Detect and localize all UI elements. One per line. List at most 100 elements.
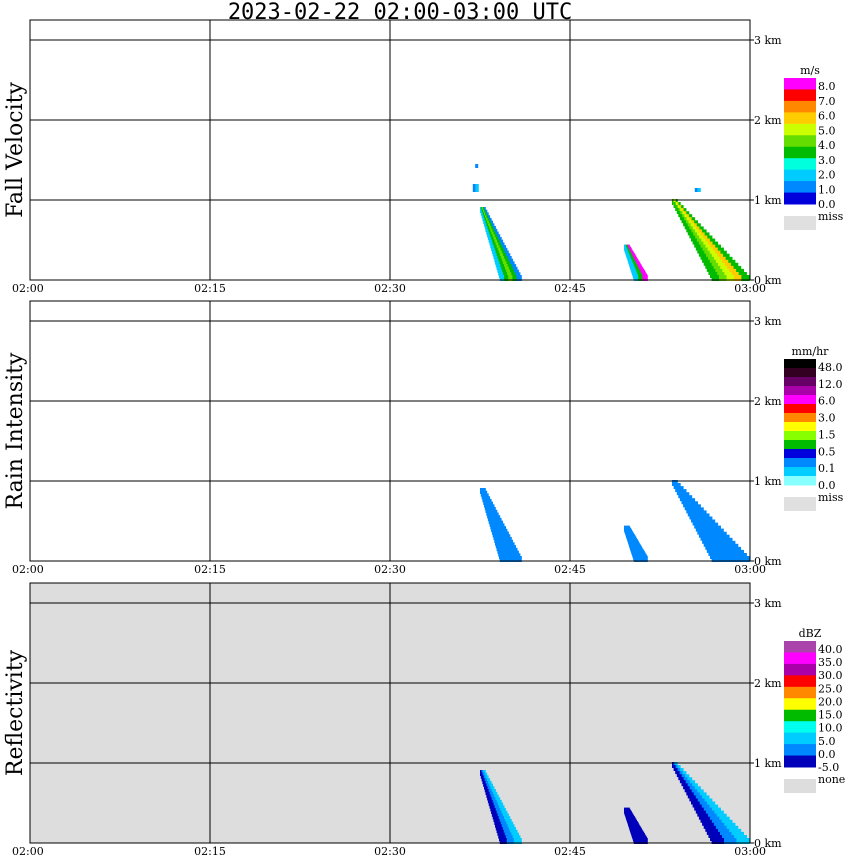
missing-label: miss bbox=[818, 491, 844, 504]
x-tick-label: 02:15 bbox=[194, 563, 226, 576]
echo-cell bbox=[633, 556, 648, 562]
colorbar-swatch bbox=[784, 404, 816, 414]
colorbar-swatch bbox=[784, 181, 816, 194]
panel-1: Rain Intensity 3 km 2 km 1 km 0 km 02:00 02:15… bbox=[3, 300, 844, 576]
colorbar-swatch bbox=[784, 431, 816, 441]
echo-cell bbox=[729, 268, 738, 275]
echo-cell bbox=[672, 762, 675, 768]
echo-cell bbox=[673, 765, 677, 771]
colorbar-tick-label: 6.0 bbox=[818, 395, 836, 408]
echo-shaft-1 bbox=[480, 488, 522, 562]
echo-cell bbox=[726, 825, 739, 832]
echo-cell bbox=[679, 771, 684, 778]
echo-cell bbox=[701, 238, 707, 245]
echo-cell bbox=[733, 275, 743, 281]
echo-cell-1a bbox=[475, 164, 479, 168]
echo-cell bbox=[722, 268, 731, 275]
echo-cell bbox=[714, 810, 724, 817]
y-axis-label: Rain Intensity bbox=[3, 352, 28, 509]
echo-cell bbox=[689, 786, 696, 793]
x-tick-label: 03:00 bbox=[734, 845, 766, 858]
echo-cell bbox=[499, 838, 508, 844]
echo-cell bbox=[678, 211, 682, 218]
missing-label: miss bbox=[818, 210, 844, 223]
colorbar-tick-label: 0.0 bbox=[818, 198, 836, 211]
echo-cell bbox=[736, 268, 744, 275]
echo-cell bbox=[677, 765, 681, 771]
colorbar-tick-label: 1.0 bbox=[818, 183, 836, 196]
echo-cell bbox=[720, 831, 733, 838]
colorbar-swatch bbox=[784, 458, 816, 468]
echo-cell bbox=[684, 786, 691, 793]
echo-cell-3 bbox=[694, 188, 701, 192]
missing-swatch bbox=[784, 497, 816, 511]
x-tick-label: 02:00 bbox=[12, 282, 44, 295]
colorbar-swatch bbox=[784, 709, 816, 722]
echo-cell bbox=[705, 543, 739, 550]
echo-cell bbox=[499, 556, 522, 562]
colorbar-swatch bbox=[784, 476, 816, 486]
colorbar-swatch bbox=[784, 158, 816, 171]
echo-shaft-1 bbox=[480, 770, 522, 844]
colorbar-swatch bbox=[784, 146, 816, 159]
echo-cell bbox=[512, 275, 518, 281]
colorbar-swatch bbox=[784, 641, 816, 653]
y-axis-label: Fall Velocity bbox=[3, 82, 28, 218]
echo-shaft-1 bbox=[480, 207, 522, 281]
echo-cell bbox=[700, 534, 730, 541]
colorbar-tick-label: 48.0 bbox=[818, 361, 843, 374]
echo-cell bbox=[700, 253, 708, 260]
colorbar-tick-label: 4.0 bbox=[818, 139, 836, 152]
colorbar-tick-label: 6.0 bbox=[818, 110, 836, 123]
y-tick-label: 0 km bbox=[754, 555, 782, 568]
echo-cell bbox=[681, 217, 685, 224]
echo-cell bbox=[697, 810, 707, 817]
colorbar-tick-label: 8.0 bbox=[818, 80, 836, 93]
echo-shaft-3 bbox=[672, 199, 750, 281]
echo-cell bbox=[633, 275, 640, 281]
panel-2: Reflectivity 3 km 2 km 1 km 0 km 02:00 02:15 02… bbox=[3, 582, 845, 858]
colorbar-swatch bbox=[784, 78, 816, 90]
echo-cell bbox=[682, 771, 687, 778]
colorbar-swatch bbox=[784, 100, 816, 113]
colorbar-swatch bbox=[784, 413, 816, 423]
echo-cell bbox=[475, 164, 479, 168]
y-tick-label: 0 km bbox=[754, 837, 782, 850]
echo-cell bbox=[711, 253, 719, 260]
y-axis-label: Reflectivity bbox=[3, 649, 28, 776]
echo-cell bbox=[681, 498, 696, 505]
colorbar-swatch bbox=[784, 368, 816, 378]
colorbar-tick-label: 0.1 bbox=[818, 462, 836, 475]
colorbar-swatch bbox=[784, 744, 816, 757]
echo-cell bbox=[695, 795, 704, 802]
y-tick-label: 3 km bbox=[754, 597, 782, 610]
colorbar-swatch bbox=[784, 663, 816, 676]
echo-cell bbox=[693, 223, 698, 230]
echo-cell bbox=[715, 268, 724, 275]
x-tick-label: 03:00 bbox=[734, 282, 766, 295]
echo-cell bbox=[718, 262, 726, 269]
echo-cell bbox=[677, 202, 680, 208]
echo-cell bbox=[697, 528, 724, 535]
echo-cell bbox=[717, 247, 724, 254]
echo-cell bbox=[711, 838, 725, 844]
echo-cell bbox=[694, 786, 701, 793]
echo-cell bbox=[678, 202, 681, 208]
echo-cell bbox=[684, 223, 689, 230]
echo-cell bbox=[675, 765, 679, 771]
colorbar-tick-label: 0.0 bbox=[818, 479, 836, 492]
echo-cell bbox=[717, 253, 724, 260]
colorbar-unit: dBZ bbox=[799, 627, 822, 640]
echo-cell bbox=[706, 253, 713, 260]
colorbar-swatch bbox=[784, 386, 816, 396]
echo-cell bbox=[642, 275, 648, 281]
echo-cell bbox=[696, 238, 703, 245]
echo-cell bbox=[685, 780, 691, 787]
echo-cell bbox=[638, 275, 644, 281]
colorbar-swatch bbox=[784, 440, 816, 450]
colorbar-tick-label: 10.0 bbox=[818, 722, 843, 735]
y-tick-label: 2 km bbox=[754, 677, 782, 690]
colorbar-swatch bbox=[784, 89, 816, 102]
echo-cell bbox=[705, 238, 711, 245]
